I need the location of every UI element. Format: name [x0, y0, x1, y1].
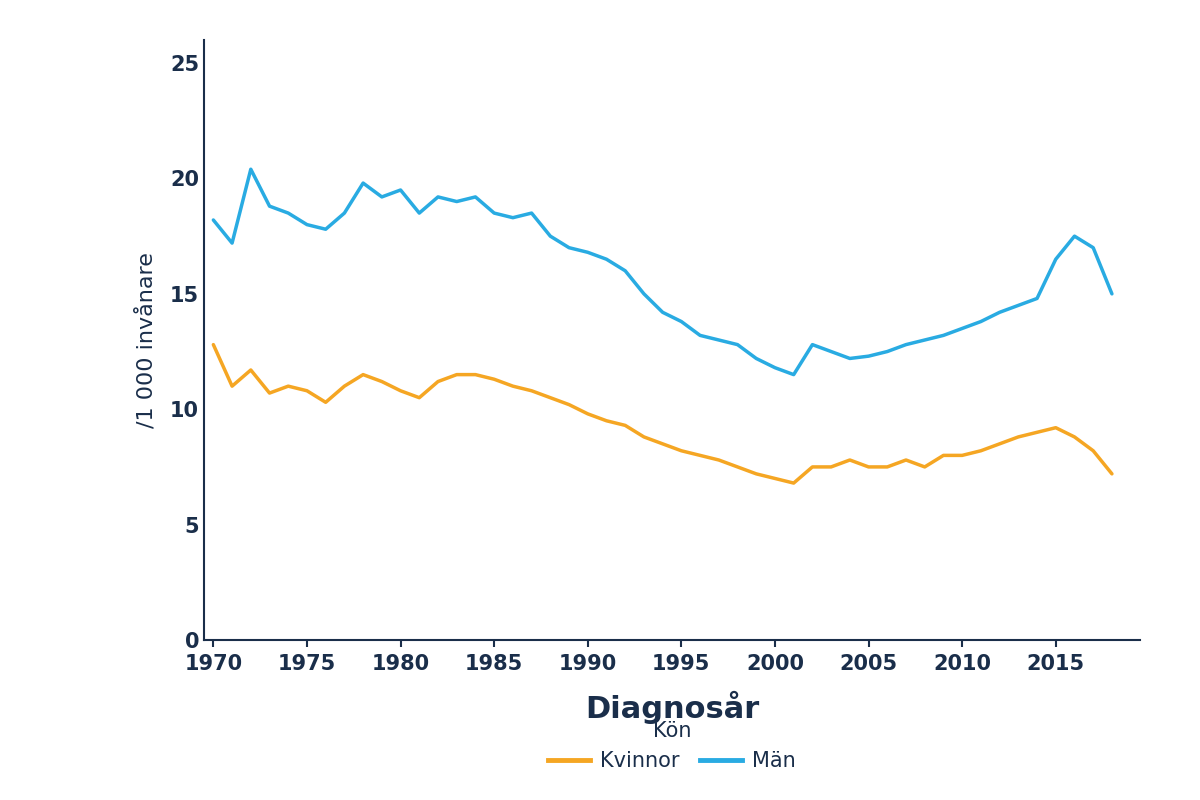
Y-axis label: /1 000 invånare: /1 000 invånare [136, 252, 156, 428]
Legend: Kvinnor, Män: Kvinnor, Män [540, 713, 804, 779]
X-axis label: Diagnosår: Diagnosår [584, 690, 760, 724]
